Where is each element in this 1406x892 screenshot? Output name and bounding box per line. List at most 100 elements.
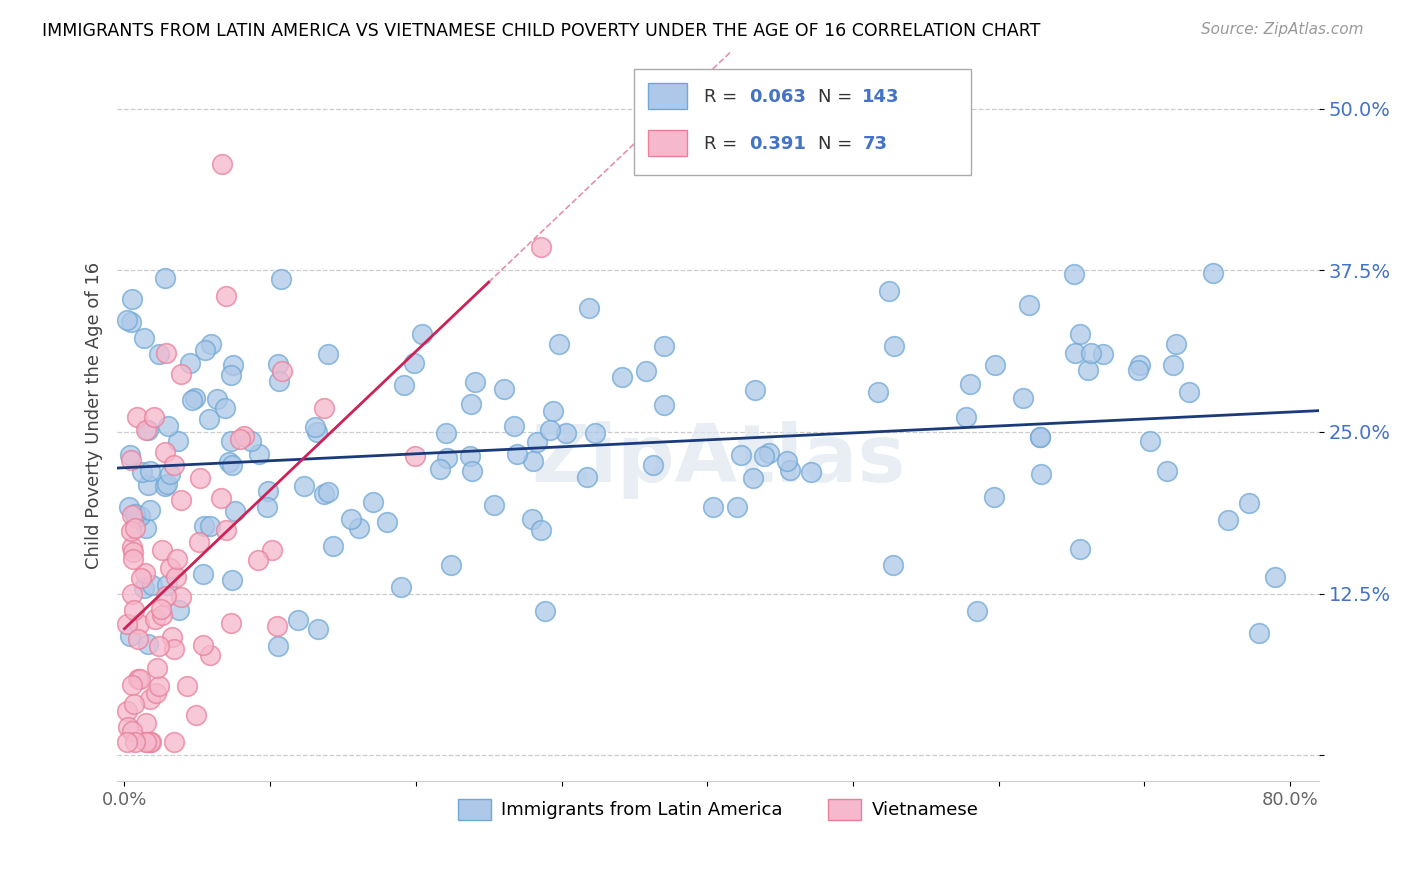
Point <box>124 735 146 749</box>
Point <box>652 398 675 412</box>
Point <box>744 384 766 398</box>
Point <box>115 313 138 327</box>
Point <box>461 464 484 478</box>
Point <box>1139 434 1161 448</box>
Point <box>464 376 486 390</box>
Point <box>128 672 150 686</box>
Point <box>219 368 242 382</box>
Point <box>1126 363 1149 377</box>
Point <box>1161 358 1184 372</box>
Point <box>156 419 179 434</box>
Point <box>610 370 633 384</box>
Point <box>434 425 457 440</box>
Point <box>548 337 571 351</box>
Point <box>128 616 150 631</box>
Point <box>983 359 1005 373</box>
Point <box>155 346 177 360</box>
Point <box>1091 347 1114 361</box>
Point <box>267 639 290 653</box>
Point <box>141 578 163 592</box>
Point <box>156 577 179 591</box>
Point <box>541 404 564 418</box>
Point <box>186 708 208 723</box>
Point <box>134 330 156 344</box>
Point <box>222 358 245 372</box>
Point <box>1249 626 1271 640</box>
Point <box>730 448 752 462</box>
Point <box>128 508 150 523</box>
Point <box>135 716 157 731</box>
Point <box>121 678 143 692</box>
Point <box>166 434 188 448</box>
Point <box>117 616 139 631</box>
Point <box>316 484 339 499</box>
Point <box>118 629 141 643</box>
Point <box>1077 362 1099 376</box>
Point <box>155 445 177 459</box>
Point <box>159 467 181 482</box>
Point <box>307 425 329 439</box>
Point <box>429 462 451 476</box>
Point <box>170 591 193 605</box>
Point <box>135 521 157 535</box>
Point <box>312 487 335 501</box>
Point <box>643 458 665 472</box>
Point <box>1029 430 1052 444</box>
Point <box>375 515 398 529</box>
Point <box>193 519 215 533</box>
Point <box>120 524 142 538</box>
Point <box>135 423 157 437</box>
Point <box>121 587 143 601</box>
Point <box>134 581 156 595</box>
Point <box>229 433 252 447</box>
Point <box>214 401 236 415</box>
Point <box>347 521 370 535</box>
Point <box>1069 541 1091 556</box>
Point <box>800 465 823 479</box>
Point <box>169 492 191 507</box>
Point <box>256 500 278 515</box>
Text: N =: N = <box>818 135 858 153</box>
Point <box>1063 268 1085 282</box>
Point <box>129 571 152 585</box>
Point <box>267 374 290 388</box>
Point <box>266 619 288 633</box>
Point <box>148 679 170 693</box>
Point <box>166 551 188 566</box>
Point <box>742 471 765 485</box>
Point <box>139 735 162 749</box>
Text: N =: N = <box>818 88 858 106</box>
Point <box>1156 464 1178 478</box>
Point <box>162 735 184 749</box>
Point <box>530 523 553 537</box>
Point <box>882 558 904 572</box>
Point <box>436 451 458 466</box>
Point <box>135 735 157 749</box>
Point <box>143 612 166 626</box>
Point <box>198 519 221 533</box>
Point <box>879 284 901 298</box>
Point <box>340 511 363 525</box>
Point <box>209 491 232 505</box>
Point <box>404 356 426 370</box>
Point <box>440 558 463 573</box>
Point <box>287 613 309 627</box>
Point <box>555 425 578 440</box>
Point <box>411 326 433 341</box>
Point <box>150 602 173 616</box>
Point <box>1216 514 1239 528</box>
Point <box>200 336 222 351</box>
Point <box>121 540 143 554</box>
FancyBboxPatch shape <box>648 130 688 156</box>
Point <box>1069 326 1091 341</box>
Point <box>117 704 139 718</box>
Point <box>458 449 481 463</box>
Point <box>148 346 170 360</box>
Point <box>233 429 256 443</box>
Point <box>155 589 177 603</box>
Point <box>121 545 143 559</box>
Point <box>522 454 544 468</box>
Point <box>389 580 412 594</box>
Point <box>583 425 606 440</box>
Point <box>142 410 165 425</box>
